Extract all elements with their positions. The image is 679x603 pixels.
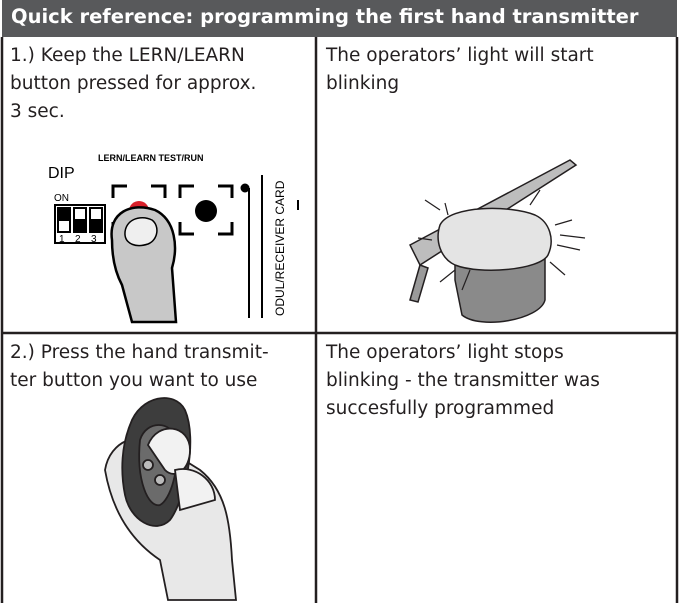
instruction: 1.) Keep the LERN/LEARN button pressed f… xyxy=(10,42,256,126)
result: The operators’ light stops blinking - th… xyxy=(326,339,600,423)
instruction-line: button pressed for approx. xyxy=(10,73,257,94)
result-line: succesfully programmed xyxy=(326,398,555,419)
switch-number: 2 xyxy=(75,234,81,245)
result: The operators’ light will start blinking xyxy=(326,42,594,98)
header-title: Quick reference: programming the first h… xyxy=(11,5,639,28)
instruction-line: 2.) Press the hand transmit- xyxy=(10,342,269,363)
result-line: The operators’ light will start xyxy=(326,45,594,66)
header-bar: Quick reference: programming the first h… xyxy=(2,0,677,37)
on-label: ON xyxy=(54,193,69,204)
control-board-illustration xyxy=(54,175,299,324)
switch-number: 1 xyxy=(59,234,65,245)
result-line: blinking xyxy=(326,73,400,94)
operator-illustration xyxy=(409,159,586,323)
result-line: blinking - the transmitter was xyxy=(326,370,600,391)
switch-number: 3 xyxy=(91,234,97,245)
instruction-line: ter button you want to use xyxy=(10,370,258,391)
button-labels: LERN/LEARN TEST/RUN xyxy=(98,153,204,163)
result-line: The operators’ light stops xyxy=(326,342,564,363)
table-lines xyxy=(0,37,679,603)
instruction-line: 3 sec. xyxy=(10,101,65,122)
hand-transmitter-illustration xyxy=(104,397,237,601)
dip-label: DIP xyxy=(48,165,75,182)
instruction: 2.) Press the hand transmit- ter button … xyxy=(10,339,269,395)
card-label: ODUL/RECEIVER CARD xyxy=(273,180,287,316)
instruction-line: 1.) Keep the LERN/LEARN xyxy=(10,45,245,66)
